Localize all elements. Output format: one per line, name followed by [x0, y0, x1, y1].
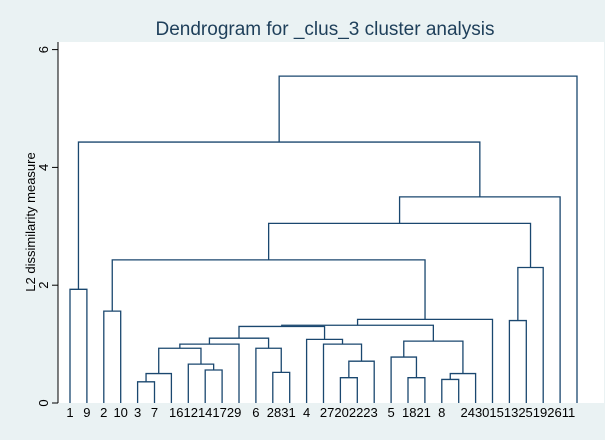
- leaf-label: 2430151325192611: [460, 405, 575, 420]
- y-axis-ticks: 0 2 4 6: [36, 46, 58, 407]
- leaf-label: 10: [113, 405, 127, 420]
- plot-area: [58, 42, 604, 403]
- y-tick-label: 4: [36, 164, 51, 171]
- y-tick-label: 6: [36, 46, 51, 53]
- y-axis-label: L2 dissimilarity measure: [23, 152, 38, 291]
- leaf-labels: 1 9 2 10 3 7 1612141729 6 2831 4 27202223 5 1821 8 243…: [66, 405, 575, 420]
- leaf-label: 2831: [267, 405, 296, 420]
- dendrogram-link-AD: [278, 75, 578, 403]
- leaf-label: 4: [303, 405, 310, 420]
- leaf-label: 9: [83, 405, 90, 420]
- dendrogram-links: [69, 75, 578, 403]
- leaf-label: 6: [252, 405, 259, 420]
- leaf-label: 3: [134, 405, 141, 420]
- leaf-label: 27202223: [320, 405, 378, 420]
- leaf-label: 1612141729: [169, 405, 241, 420]
- leaf-label: 1: [66, 405, 73, 420]
- leaf-label: 2: [100, 405, 107, 420]
- leaf-label: 1821: [402, 405, 431, 420]
- leaf-label: 7: [151, 405, 158, 420]
- chart-title: Dendrogram for _clus_3 cluster analysis: [156, 19, 495, 40]
- leaf-label: 8: [438, 405, 445, 420]
- leaf-label: 5: [387, 405, 394, 420]
- y-tick-label: 2: [36, 282, 51, 289]
- y-tick-label: 0: [36, 399, 51, 406]
